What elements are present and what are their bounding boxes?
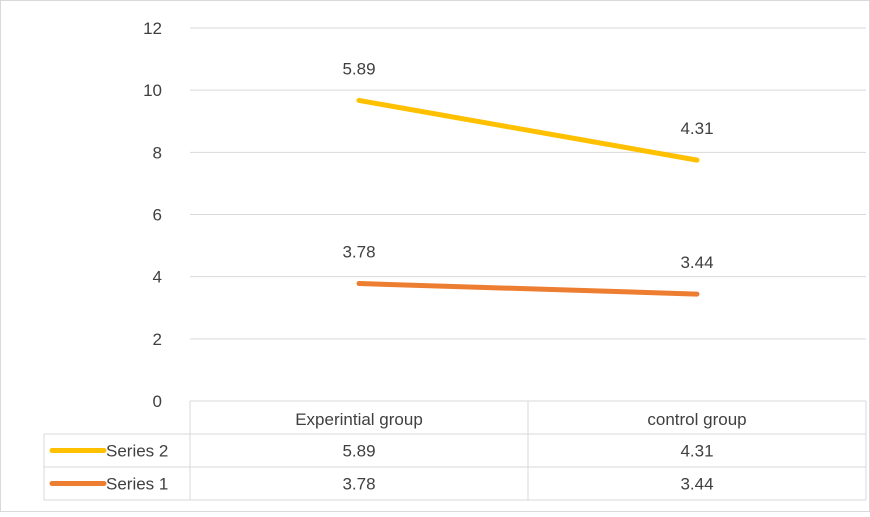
data-label: 3.78: [342, 243, 375, 262]
category-label: control group: [647, 410, 746, 429]
legend-label: Series 2: [106, 442, 168, 461]
data-label: 5.89: [342, 59, 375, 78]
data-label: 4.31: [680, 119, 713, 138]
data-label: 3.44: [680, 253, 713, 272]
table-cell-value: 4.31: [680, 442, 713, 461]
series-line-series-1: [359, 284, 697, 295]
gridlines: [190, 28, 866, 339]
category-label: Experintial group: [295, 410, 423, 429]
y-tick-label: 0: [153, 392, 162, 411]
table-cell-value: 5.89: [342, 442, 375, 461]
y-tick-label: 6: [153, 206, 162, 225]
series-lines: [359, 100, 697, 294]
data-labels: 3.78 3.44 5.89 4.31: [342, 59, 713, 272]
series-line-series-2: [359, 100, 697, 160]
y-tick-label: 4: [153, 268, 162, 287]
table-cell-value: 3.78: [342, 475, 375, 494]
table-cell-value: 3.44: [680, 475, 713, 494]
y-tick-label: 12: [143, 19, 162, 38]
y-tick-label: 8: [153, 143, 162, 162]
y-axis-ticks: 0 2 4 6 8 10 12: [143, 19, 162, 411]
y-tick-label: 2: [153, 330, 162, 349]
legend-label: Series 1: [106, 475, 168, 494]
data-table: Experintial group control group Series 2 5.…: [44, 401, 866, 500]
y-tick-label: 10: [143, 81, 162, 100]
